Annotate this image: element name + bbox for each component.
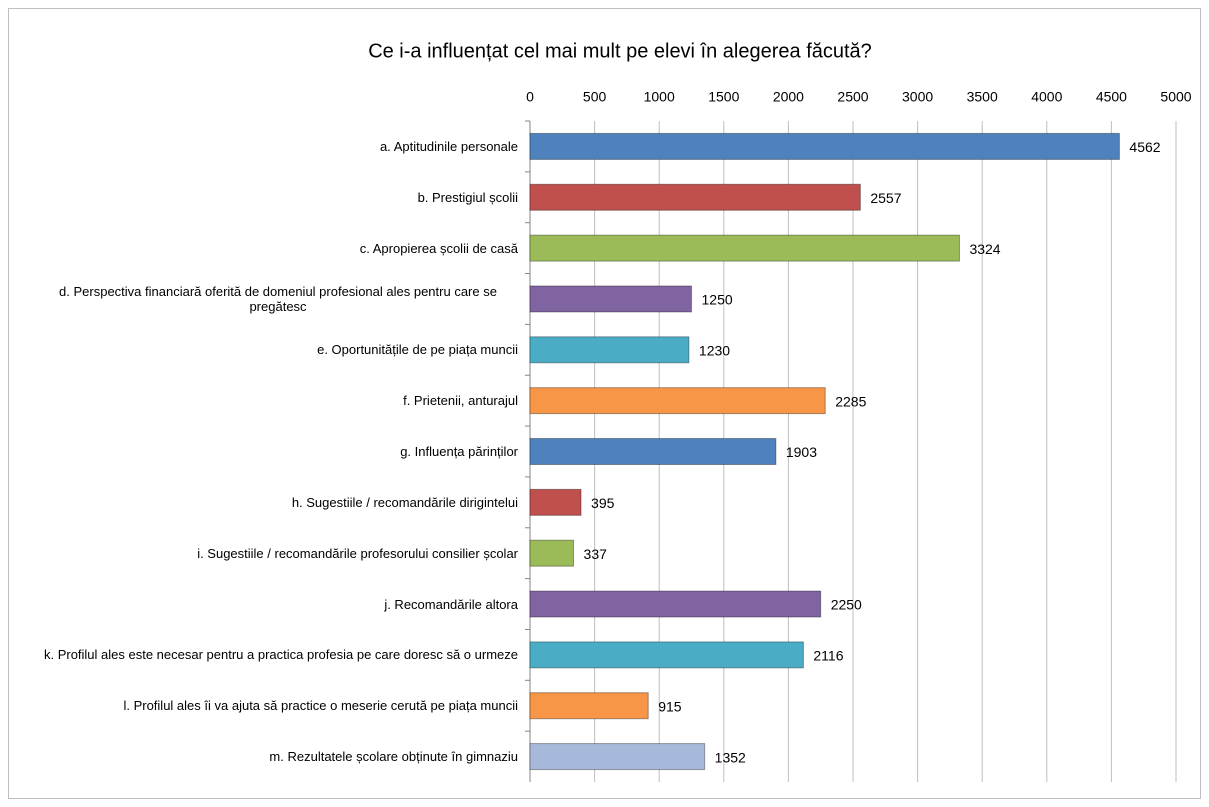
chart-title: Ce i-a influențat cel mai mult pe elevi … xyxy=(368,40,872,62)
x-tick-label: 0 xyxy=(526,89,534,105)
y-tick-label-box: h. Sugestiile / recomandările dirigintel… xyxy=(292,482,518,522)
y-tick-label: c. Apropierea școlii de casă xyxy=(359,240,518,256)
value-label: 915 xyxy=(658,698,682,714)
y-tick-label: l. Profilul ales îi va ajuta să practice… xyxy=(123,698,518,714)
bar xyxy=(529,438,777,465)
value-label: 1230 xyxy=(699,343,730,359)
value-label: 1903 xyxy=(786,444,817,460)
value-label: 395 xyxy=(591,495,615,511)
y-tick-label: h. Sugestiile / recomandările dirigintel… xyxy=(291,494,518,510)
y-tick-label: j. Recomandările altora xyxy=(384,596,518,612)
x-tick-label: 5000 xyxy=(1160,89,1191,105)
y-tick-label-box: e. Oportunitățile de pe piața muncii xyxy=(317,330,518,370)
bar xyxy=(529,590,822,618)
bar xyxy=(529,641,804,669)
y-tick-label: f. Prietenii, anturajul xyxy=(403,393,518,409)
bar xyxy=(529,336,690,364)
bar xyxy=(529,132,1120,160)
x-tick-label: 500 xyxy=(583,89,607,105)
y-tick-label: e. Oportunitățile de pe piața muncii xyxy=(317,342,518,358)
y-tick-label-box: k. Profilul ales este necesar pentru a p… xyxy=(44,635,518,675)
y-tick-label: a. Aptitudinile personale xyxy=(379,138,518,154)
y-tick-label: i. Sugestiile / recomandările profesorul… xyxy=(197,545,518,561)
bar xyxy=(529,285,692,313)
y-tick-label: d. Perspectiva financiară oferită de dom… xyxy=(59,283,497,314)
bar xyxy=(529,387,826,415)
bar xyxy=(529,234,960,262)
value-label: 2116 xyxy=(813,648,843,664)
bar xyxy=(529,183,861,211)
y-tick-label-box: b. Prestigiul școlii xyxy=(418,177,518,217)
y-tick-label-box: f. Prietenii, anturajul xyxy=(403,381,518,421)
value-label: 2285 xyxy=(835,393,866,409)
value-label: 2557 xyxy=(870,190,901,206)
x-tick-label: 3000 xyxy=(902,89,933,105)
y-tick-label-box: c. Apropierea școlii de casă xyxy=(360,228,518,268)
value-label: 337 xyxy=(584,546,608,562)
bar xyxy=(529,539,575,567)
x-tick-label: 1000 xyxy=(644,89,675,105)
y-tick-label-box: d. Perspectiva financiară oferită de dom… xyxy=(38,279,518,319)
y-tick-label: g. Influența părinților xyxy=(400,444,518,459)
value-label: 1352 xyxy=(715,749,746,765)
x-tick-label: 3500 xyxy=(967,89,998,105)
y-tick-label: b. Prestigiul școlii xyxy=(417,189,518,205)
y-tick-label-box: a. Aptitudinile personale xyxy=(380,126,518,166)
value-label: 4562 xyxy=(1129,139,1160,155)
x-tick-label: 2000 xyxy=(773,89,804,105)
x-tick-label: 1500 xyxy=(708,89,739,105)
y-tick-label-box: j. Recomandările altora xyxy=(384,584,518,624)
value-label: 1250 xyxy=(702,292,733,308)
bar xyxy=(529,743,706,771)
y-tick-label-box: m. Rezultatele școlare obținute în gimna… xyxy=(269,737,518,777)
x-tick-label: 4000 xyxy=(1031,89,1062,105)
y-tick-label: m. Rezultatele școlare obținute în gimna… xyxy=(269,749,518,765)
y-tick-label: k. Profilul ales este necesar pentru a p… xyxy=(43,647,518,663)
bar xyxy=(529,692,649,720)
bar xyxy=(529,488,582,516)
value-label: 3324 xyxy=(969,241,1000,257)
y-tick-label-box: l. Profilul ales îi va ajuta să practice… xyxy=(123,686,518,726)
y-tick-label-box: i. Sugestiile / recomandările profesorul… xyxy=(197,533,518,573)
value-label: 2250 xyxy=(831,597,862,613)
x-tick-label: 2500 xyxy=(837,89,868,105)
y-tick-label-box: g. Influența părinților xyxy=(400,432,518,472)
x-tick-label: 4500 xyxy=(1096,89,1127,105)
